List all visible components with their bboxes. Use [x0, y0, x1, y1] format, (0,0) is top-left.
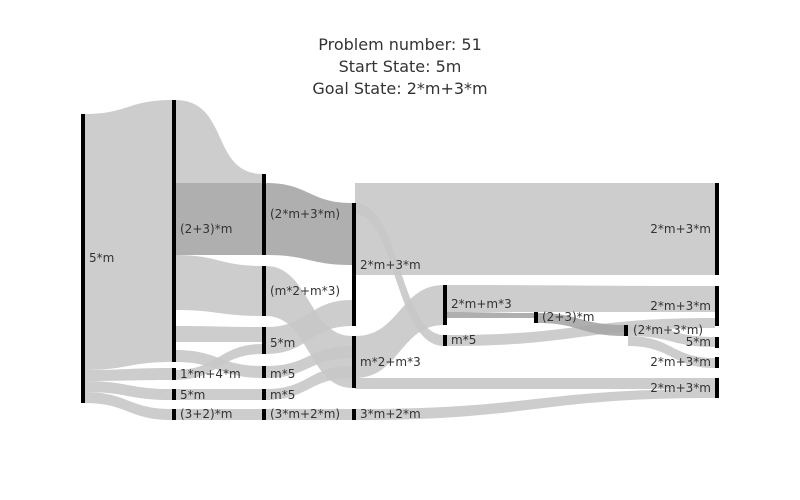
node-label-n13: 3*m+2*m [360, 407, 421, 421]
node-label-n12: m*2+m*3 [360, 355, 421, 369]
node-label-n17: (2*m+3*m) [633, 323, 703, 337]
link-n17-n21[interactable] [628, 325, 715, 347]
link-n7-n11[interactable] [266, 300, 352, 354]
node-n16[interactable] [534, 312, 538, 323]
node-n10[interactable] [262, 409, 266, 420]
link-n0-n1[interactable] [84, 100, 172, 370]
link-n4-n10[interactable] [175, 409, 263, 420]
node-label-n9: m*5 [270, 388, 295, 402]
node-label-n21: 2*m+3*m [650, 355, 711, 369]
node-label-n6: (m*2+m*3) [270, 284, 340, 298]
link-n0-n2[interactable] [84, 368, 172, 381]
node-n7[interactable] [262, 327, 266, 354]
link-n11-n15[interactable] [355, 203, 444, 346]
node-label-n20: 5*m [686, 335, 711, 349]
node-n8[interactable] [262, 366, 266, 378]
node-label-n10: (3*m+2*m) [270, 407, 340, 421]
node-label-n7: 5*m [270, 336, 295, 350]
link-n12-n14[interactable] [355, 285, 444, 378]
node-label-n1: (2+3)*m [180, 222, 232, 236]
link-n14-n16[interactable] [447, 312, 535, 318]
node-n12[interactable] [352, 336, 356, 388]
node-label-n14: 2*m+m*3 [451, 297, 512, 311]
node-label-n22: 2*m+3*m [650, 381, 711, 395]
link-n10-n13[interactable] [266, 409, 352, 420]
link-n17-n21b[interactable] [628, 336, 715, 368]
title-line-start: Start State: 5m [338, 57, 462, 76]
node-label-n19: 2*m+3*m [650, 299, 711, 313]
link-n13-n22[interactable] [355, 389, 715, 420]
node-n3[interactable] [172, 389, 176, 400]
node-n6[interactable] [262, 266, 266, 316]
node-n9[interactable] [262, 389, 266, 400]
node-n20[interactable] [715, 337, 719, 348]
node-label-n0: 5*m [89, 251, 114, 265]
node-n4[interactable] [172, 409, 176, 420]
title-line-goal: Goal State: 2*m+3*m [312, 79, 488, 98]
link-n5-n11[interactable] [266, 183, 352, 265]
link-n3-n9[interactable] [175, 389, 263, 400]
link-n12-n22[interactable] [355, 378, 715, 389]
node-n14[interactable] [443, 285, 447, 325]
node-label-n16: (2+3)*m [542, 310, 594, 324]
link-n0-n3[interactable] [84, 381, 172, 400]
link-n1-n6[interactable] [175, 255, 263, 316]
node-n21[interactable] [715, 357, 719, 368]
node-n13[interactable] [352, 409, 356, 420]
node-label-n2: 1*m+4*m [180, 367, 241, 381]
link-n1-n5[interactable] [175, 183, 263, 255]
link-n11-n18[interactable] [355, 183, 715, 275]
node-n15[interactable] [443, 335, 447, 346]
link-n0-n4[interactable] [84, 392, 172, 420]
sankey-nodes [81, 100, 719, 420]
node-n2[interactable] [172, 368, 176, 380]
node-n18[interactable] [715, 183, 719, 275]
node-n11[interactable] [352, 203, 356, 326]
link-n2-n7[interactable] [175, 344, 263, 380]
node-label-n11: 2*m+3*m [360, 258, 421, 272]
node-n22[interactable] [715, 378, 719, 398]
node-n5[interactable] [262, 174, 266, 255]
link-n8-n12[interactable] [266, 346, 352, 378]
node-n0[interactable] [81, 114, 85, 403]
node-n1[interactable] [172, 100, 176, 362]
link-n14-n19[interactable] [447, 285, 715, 312]
node-label-n18: 2*m+3*m [650, 222, 711, 236]
link-n1-n5-upper[interactable] [175, 100, 263, 183]
node-label-n4: (3+2)*m [180, 407, 232, 421]
node-label-n3: 5*m [180, 388, 205, 402]
link-n1-n7[interactable] [175, 326, 263, 342]
node-label-n8: m*5 [270, 367, 295, 381]
node-label-n5: (2*m+3*m) [270, 207, 340, 221]
node-n19[interactable] [715, 286, 719, 326]
title-line-problem: Problem number: 51 [318, 35, 482, 54]
node-n17[interactable] [624, 325, 628, 336]
link-n15-n20[interactable] [447, 318, 715, 346]
link-n9-n12[interactable] [266, 366, 352, 400]
sankey-labels: 5*m (2+3)*m 1*m+4*m 5*m (3+2)*m (2*m+3*m… [89, 207, 711, 421]
sankey-links [84, 100, 715, 420]
node-label-n15: m*5 [451, 333, 476, 347]
link-n16-n17[interactable] [538, 313, 625, 336]
